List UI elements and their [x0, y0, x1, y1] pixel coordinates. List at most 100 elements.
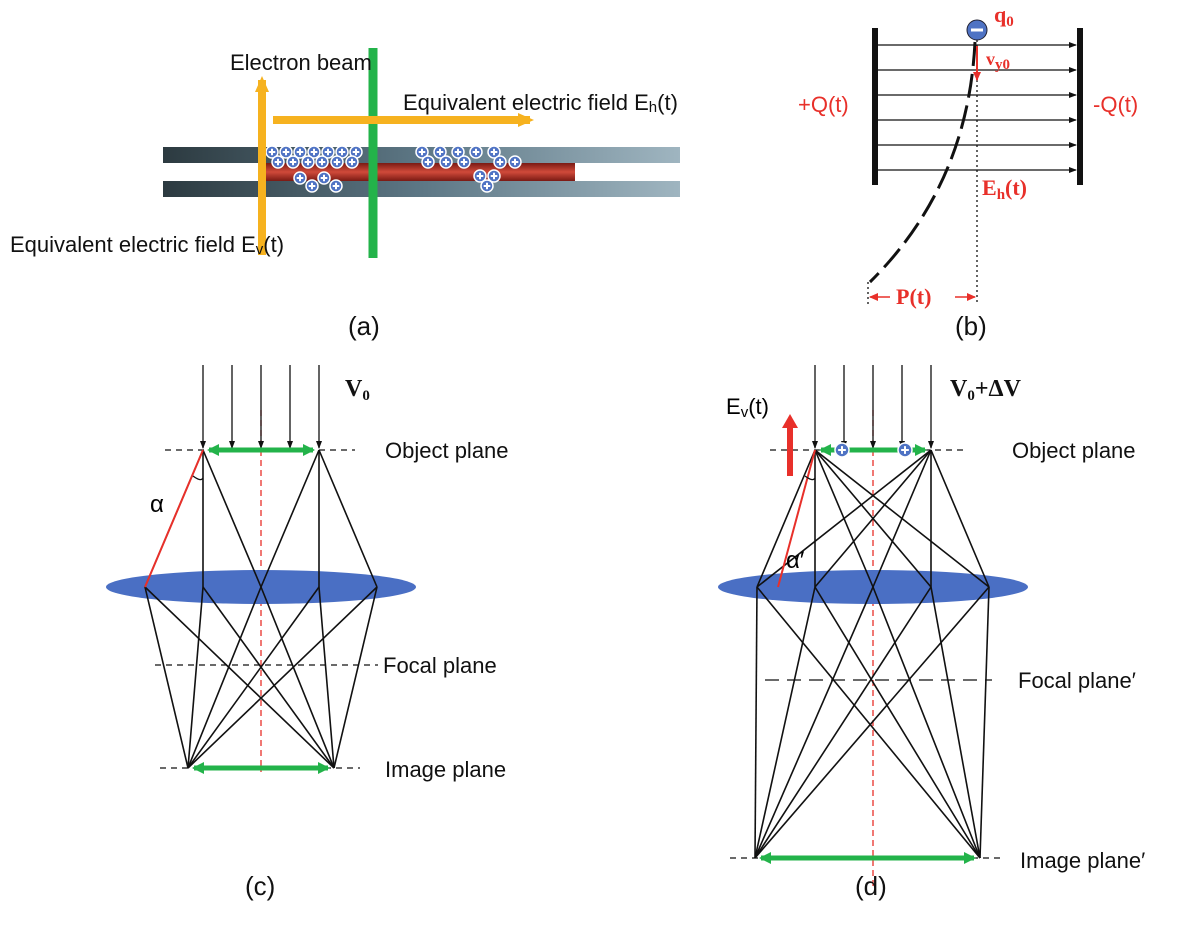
ray: [754, 586, 758, 859]
ray: [144, 586, 189, 769]
plus-sign: [454, 148, 462, 156]
plus-sign: [483, 182, 491, 190]
focal-plane-label: Focal plane: [383, 653, 497, 678]
plus-sign: [352, 148, 360, 156]
ray: [318, 586, 335, 769]
plus-sign: [268, 148, 276, 156]
image-plane-label: Image plane: [385, 757, 506, 782]
text: (t): [1005, 175, 1027, 200]
plus-sign: [418, 148, 426, 156]
plus-sign: [282, 148, 290, 156]
electron-beam-label: Electron beam: [230, 50, 372, 75]
panel-b: q0 vy0 +Q(t) -Q(t) Eh(t) P(t) (b): [798, 2, 1138, 341]
subscript: h: [997, 187, 1006, 203]
plus-sign: [324, 148, 332, 156]
panel-c: V0 Object plane Focal plane Image plane …: [106, 365, 509, 901]
plus-sign: [289, 158, 297, 166]
ray: [814, 449, 874, 588]
plus-sign: [838, 446, 846, 454]
plus-sign: [296, 174, 304, 182]
text: E: [982, 175, 997, 200]
plus-sign: [424, 158, 432, 166]
ray: [187, 586, 320, 769]
plate-right-label: -Q(t): [1093, 92, 1138, 117]
displacement-label: P(t): [896, 284, 931, 309]
angle-label: α: [150, 491, 164, 518]
text: (t): [748, 394, 769, 419]
ray: [318, 449, 378, 588]
voltage-label: V0: [345, 376, 370, 404]
plus-sign: [490, 148, 498, 156]
ray: [260, 449, 320, 588]
tube-wall: [163, 181, 680, 197]
plus-sign: [304, 158, 312, 166]
ray: [754, 586, 990, 859]
plus-sign: [472, 148, 480, 156]
ray: [814, 449, 932, 588]
plus-sign: [511, 158, 519, 166]
plus-sign: [348, 158, 356, 166]
angle-arc: [804, 475, 816, 481]
plus-sign: [496, 158, 504, 166]
arrow-head: [782, 414, 798, 428]
text: v: [986, 49, 995, 69]
ray: [930, 449, 990, 588]
panel-a: Electron beam Equivalent electric field …: [10, 48, 680, 341]
ray: [202, 449, 262, 588]
image-plane-label: Image plane′: [1020, 848, 1145, 873]
subscript: h: [649, 99, 657, 116]
plus-sign: [490, 172, 498, 180]
ion-group: [265, 145, 522, 193]
plus-sign: [901, 446, 909, 454]
object-plane-label: Object plane: [1012, 438, 1136, 463]
ray: [260, 586, 335, 769]
plus-sign: [476, 172, 484, 180]
text: (t): [657, 90, 678, 115]
text: (t): [263, 232, 284, 257]
subscript: 0: [362, 388, 370, 404]
plus-sign: [320, 174, 328, 182]
plus-sign: [318, 158, 326, 166]
field-label: Ev(t): [726, 394, 769, 421]
plus-sign: [274, 158, 282, 166]
ray: [872, 586, 981, 859]
object-plane-label: Object plane: [385, 438, 509, 463]
plus-sign: [310, 148, 318, 156]
plus-sign: [436, 148, 444, 156]
subscript: 0: [1006, 14, 1014, 30]
panel-label: (d): [855, 871, 887, 901]
focal-plane-label: Focal plane′: [1018, 668, 1136, 693]
angle-label: α′: [786, 547, 805, 574]
charge-label: q0: [994, 2, 1014, 30]
text: V: [345, 376, 363, 402]
ray: [756, 586, 981, 859]
subscript: 0: [967, 388, 975, 404]
ray: [333, 586, 378, 769]
panel-label: (c): [245, 871, 275, 901]
ray: [754, 586, 816, 859]
subscript: v: [741, 404, 749, 421]
ray: [202, 586, 335, 769]
plus-sign: [442, 158, 450, 166]
voltage-label: V0+ΔV: [950, 376, 1022, 404]
ray: [979, 586, 990, 859]
plus-sign: [333, 158, 341, 166]
plus-sign: [332, 182, 340, 190]
trajectory: [868, 41, 977, 284]
subscript: y0: [995, 57, 1010, 73]
field-h-label: Equivalent electric field Eh(t): [403, 90, 678, 116]
ray: [872, 449, 932, 588]
panel-label: (b): [955, 311, 987, 341]
ray: [187, 586, 262, 769]
ray: [754, 586, 932, 859]
plus-sign: [308, 182, 316, 190]
text: Equivalent electric field E: [403, 90, 649, 115]
plus-sign: [338, 148, 346, 156]
plus-sign: [460, 158, 468, 166]
panel-d: V0+ΔV Ev(t) Object plane Focal plane′ Im…: [718, 365, 1145, 901]
text: V: [950, 376, 968, 402]
text: E: [726, 394, 741, 419]
ray: [756, 449, 816, 588]
ray: [814, 586, 981, 859]
